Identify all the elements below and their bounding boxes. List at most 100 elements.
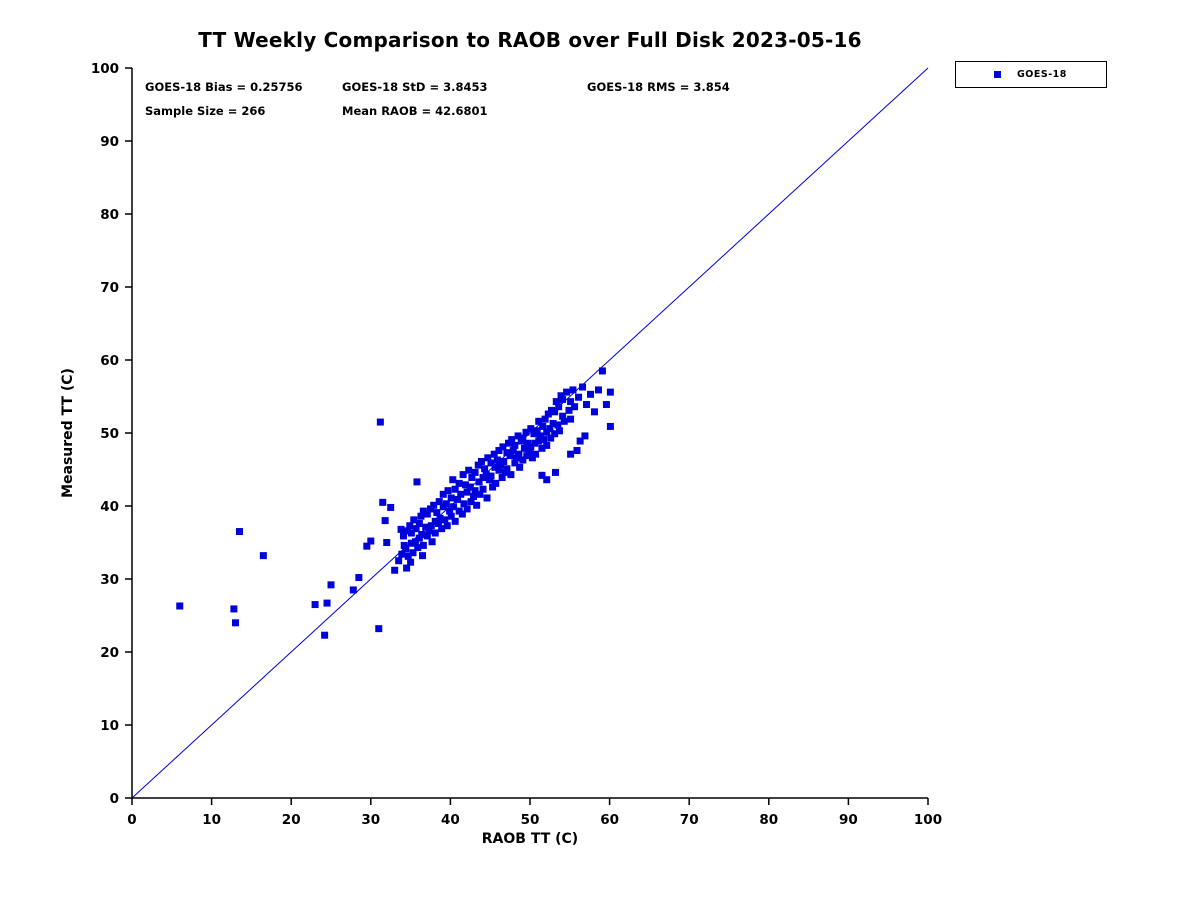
scatter-point <box>515 450 523 458</box>
scatter-point <box>435 498 443 506</box>
y-tick-label: 100 <box>91 61 119 77</box>
scatter-point <box>539 422 547 430</box>
scatter-point <box>509 447 517 455</box>
scatter-point <box>535 417 543 425</box>
annotation-mean-raob: Mean RAOB = 42.6801 <box>342 104 488 118</box>
scatter-point <box>379 498 387 506</box>
scatter-point <box>493 456 501 464</box>
scatter-point <box>514 432 522 440</box>
scatter-point <box>481 465 489 473</box>
scatter-point <box>433 509 441 517</box>
scatter-point <box>460 500 468 508</box>
scatter-point <box>473 501 481 509</box>
scatter-point <box>586 390 594 398</box>
scatter-point <box>602 401 610 409</box>
scatter-point <box>543 441 551 449</box>
scatter-point <box>446 507 454 515</box>
scatter-point <box>541 415 549 423</box>
scatter-point <box>415 534 423 542</box>
scatter-point <box>422 523 430 531</box>
scatter-point <box>327 581 335 589</box>
scatter-point <box>425 527 433 535</box>
scatter-point <box>594 386 602 394</box>
y-axis-label: Measured TT (C) <box>60 368 76 498</box>
scatter-point <box>465 466 473 474</box>
scatter-point <box>547 434 555 442</box>
scatter-point <box>544 410 552 418</box>
scatter-point <box>554 421 562 429</box>
scatter-point <box>387 503 395 511</box>
scatter-point <box>555 427 563 435</box>
scatter-point <box>402 545 410 553</box>
scatter-point <box>531 439 539 447</box>
scatter-point <box>427 522 435 530</box>
chart-title: TT Weekly Comparison to RAOB over Full D… <box>198 28 862 52</box>
scatter-point <box>431 529 439 537</box>
annotation-std: GOES-18 StD = 3.8453 <box>342 80 488 94</box>
scatter-point <box>490 450 498 458</box>
x-tick-label: 90 <box>839 812 858 828</box>
scatter-point <box>476 490 484 498</box>
scatter-point <box>443 522 451 530</box>
scatter-point <box>391 566 399 574</box>
scatter-point <box>447 494 455 502</box>
legend-entry-label: GOES-18 <box>1017 69 1067 80</box>
scatter-point <box>397 525 405 533</box>
scatter-point <box>525 449 533 457</box>
scatter-point <box>415 520 423 528</box>
x-tick-label: 0 <box>127 812 136 828</box>
scatter-point <box>581 432 589 440</box>
scatter-point <box>475 478 483 486</box>
scatter-point <box>434 520 442 528</box>
scatter-point <box>511 441 519 449</box>
y-tick-label: 60 <box>100 353 119 369</box>
scatter-point <box>403 527 411 535</box>
scatter-point <box>499 443 507 451</box>
scatter-point <box>349 586 357 594</box>
scatter-point <box>606 422 614 430</box>
scatter-point <box>411 538 419 546</box>
scatter-point <box>482 471 490 479</box>
y-tick-label: 70 <box>100 280 119 296</box>
scatter-point <box>230 605 238 613</box>
scatter-point <box>419 507 427 515</box>
scatter-point <box>533 427 541 435</box>
scatter-point <box>573 447 581 455</box>
annotation-bias: GOES-18 Bias = 0.25756 <box>145 80 303 94</box>
x-tick-label: 30 <box>361 812 380 828</box>
scatter-point <box>462 481 470 489</box>
x-tick-label: 10 <box>202 812 221 828</box>
scatter-point <box>459 471 467 479</box>
scatter-point <box>449 476 457 484</box>
annotation-sample-size: Sample Size = 266 <box>145 104 266 118</box>
scatter-point <box>412 525 420 533</box>
x-tick-label: 20 <box>282 812 301 828</box>
scatter-point <box>404 552 412 560</box>
scatter-point <box>484 454 492 462</box>
scatter-point <box>559 412 567 420</box>
y-tick-label: 30 <box>100 572 119 588</box>
scatter-point <box>491 463 499 471</box>
scatter-point <box>495 466 503 474</box>
scatter-point <box>565 406 573 414</box>
scatter-point <box>414 544 422 552</box>
scatter-point <box>497 461 505 469</box>
scatter-point <box>447 512 455 520</box>
scatter-point <box>403 564 411 572</box>
scatter-point <box>407 539 415 547</box>
scatter-point <box>417 512 425 520</box>
scatter-point <box>423 532 431 540</box>
y-tick-label: 10 <box>100 718 119 734</box>
x-tick-label: 100 <box>914 812 942 828</box>
x-axis-label: RAOB TT (C) <box>481 831 579 847</box>
scatter-point <box>569 386 577 394</box>
scatter-point <box>536 432 544 440</box>
scatter-point <box>413 478 421 486</box>
scatter-point <box>519 434 527 442</box>
scatter-point <box>500 457 508 465</box>
x-tick-label: 60 <box>600 812 619 828</box>
scatter-point <box>575 393 583 401</box>
scatter-point <box>487 472 495 480</box>
scatter-point <box>567 415 575 423</box>
